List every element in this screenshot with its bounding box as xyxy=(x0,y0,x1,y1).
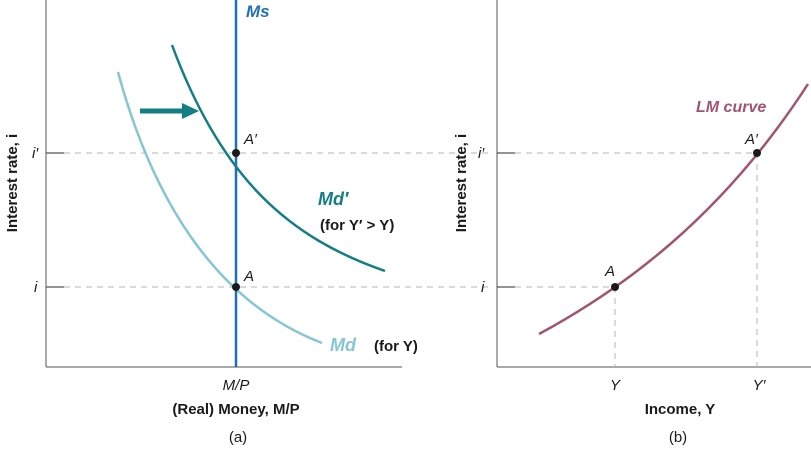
panel-b-point-a-prime-marker xyxy=(753,149,761,157)
panel-b-x-axis-title: Income, Y xyxy=(645,401,716,418)
panel-a-y-tick-i: i xyxy=(34,279,38,296)
money-supply-label: Ms xyxy=(246,2,270,21)
panel-a-y-axis-title: Interest rate, i xyxy=(4,134,21,232)
panel-a-y-tick-i-prime: i′ xyxy=(32,145,39,162)
panel-a-x-axis-title: (Real) Money, M/P xyxy=(172,401,299,418)
panel-b: A A′ LM curve i′ i Y Y′ Income, Y Intere… xyxy=(453,0,811,446)
panel-b-y-tick-i-prime: i′ xyxy=(478,145,485,162)
money-demand-shifted-curve xyxy=(170,44,386,273)
panel-a: A′ A i′ i M/P (Real) Money, M/P Interest… xyxy=(4,0,490,446)
panel-b-x-tick-y-prime: Y′ xyxy=(753,377,767,394)
money-demand-curve xyxy=(116,71,323,345)
point-a-prime-marker xyxy=(232,149,240,157)
panel-b-point-a-marker xyxy=(611,283,619,291)
panel-a-point-a-prime-label: A′ xyxy=(243,131,258,148)
lm-curve-label: LM curve xyxy=(696,99,766,116)
panel-a-caption: (a) xyxy=(229,429,247,446)
money-demand-note: (for Y) xyxy=(374,338,418,355)
lm-curve xyxy=(538,83,810,336)
money-demand-label: Md xyxy=(330,335,357,355)
panel-b-y-axis-title: Interest rate, i xyxy=(453,134,470,232)
panel-b-point-a-prime-label: A′ xyxy=(744,131,759,148)
panel-a-point-a-label: A xyxy=(243,268,254,285)
panel-b-y-tick-i: i xyxy=(481,279,485,296)
right-arrow-icon xyxy=(140,103,199,119)
panel-b-caption: (b) xyxy=(669,429,687,446)
panel-b-point-a-label: A xyxy=(604,263,615,280)
point-a-marker xyxy=(232,283,240,291)
panel-a-x-tick: M/P xyxy=(223,377,250,394)
panel-b-x-tick-y: Y xyxy=(610,377,621,394)
money-demand-shifted-note: (for Y′ > Y) xyxy=(320,217,394,234)
money-demand-shifted-label: Md′ xyxy=(318,189,349,209)
